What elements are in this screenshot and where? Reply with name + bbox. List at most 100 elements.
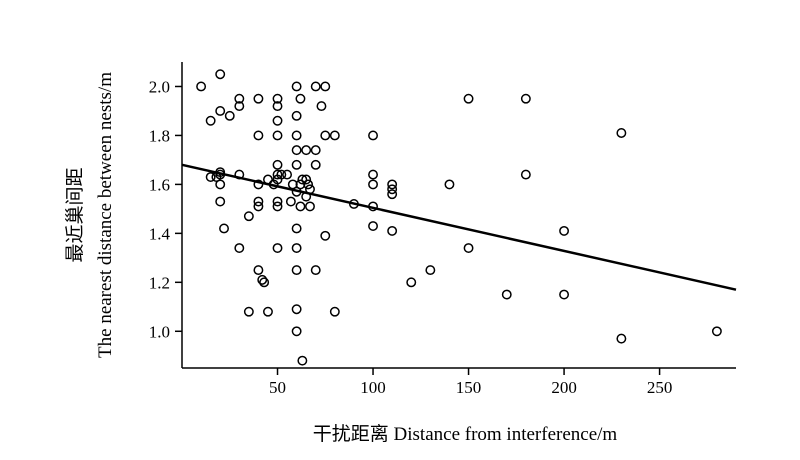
data-point [253, 93, 264, 104]
data-point [303, 179, 314, 190]
data-point [272, 159, 283, 170]
data-point [301, 174, 312, 185]
data-point [301, 145, 312, 156]
data-points [196, 69, 722, 366]
data-point [291, 326, 302, 337]
data-point [272, 101, 283, 112]
data-point [257, 274, 268, 285]
data-point [205, 115, 216, 126]
data-point [463, 93, 474, 104]
data-point [559, 225, 570, 236]
y-axis-label-group: 最近巢间距 The nearest distance between nests… [64, 72, 116, 358]
data-point [368, 130, 378, 141]
data-point [295, 201, 306, 212]
data-point [215, 106, 226, 116]
data-point [310, 145, 321, 156]
data-point [215, 196, 226, 207]
y-ticks: 1.0 1.2 1.4 1.6 1.8 2.0 [149, 77, 182, 341]
data-point [234, 93, 245, 104]
data-point [616, 333, 627, 344]
data-point [520, 93, 531, 104]
data-point [291, 130, 302, 141]
data-point [310, 81, 321, 92]
data-point [406, 277, 417, 288]
data-point [368, 169, 378, 180]
data-point [291, 304, 302, 315]
y-tick-label: 2.0 [149, 77, 170, 96]
data-point [387, 179, 398, 190]
data-point [329, 130, 340, 141]
trend-line [181, 163, 737, 291]
data-point [329, 306, 340, 317]
data-point [253, 130, 264, 141]
data-point [272, 130, 283, 141]
x-axis-label: 干扰距离 Distance from interference/m [313, 423, 618, 445]
data-point [253, 179, 264, 190]
data-point [463, 243, 474, 253]
y-axis-label-line1: 最近巢间距 [64, 167, 86, 262]
plot-area: 1.0 1.2 1.4 1.6 1.8 2.0 50 100 150 200 250 [149, 62, 737, 397]
y-tick-label: 1.0 [149, 322, 170, 341]
data-point [387, 184, 398, 195]
data-point [205, 172, 216, 183]
data-point [263, 306, 273, 317]
data-point [320, 230, 331, 241]
data-point [243, 306, 254, 317]
data-point [253, 196, 264, 207]
data-point [559, 289, 570, 300]
x-tick-label: 50 [269, 378, 286, 397]
data-point [387, 225, 398, 236]
data-point [320, 81, 331, 92]
data-point [291, 243, 302, 253]
y-axis-label-line2: The nearest distance between nests/m [95, 72, 116, 358]
data-point [219, 223, 229, 234]
x-tick-label: 150 [456, 378, 482, 397]
data-point [387, 189, 398, 200]
data-point [276, 169, 287, 180]
x-tick-label: 250 [647, 378, 673, 397]
data-point [282, 169, 293, 180]
data-point [272, 169, 283, 180]
data-point [295, 93, 306, 104]
data-point [291, 159, 302, 170]
data-point [224, 110, 235, 121]
y-tick-label: 1.4 [149, 224, 171, 243]
data-point [272, 115, 283, 126]
data-point [253, 265, 264, 276]
data-point [310, 159, 321, 170]
data-point [272, 243, 283, 253]
data-point [368, 179, 378, 190]
data-point [215, 69, 226, 80]
y-tick-label: 1.6 [149, 175, 170, 194]
y-tick-label: 1.8 [149, 126, 170, 145]
data-point [259, 277, 270, 288]
data-point [711, 326, 722, 337]
data-point [425, 265, 436, 276]
data-point [285, 196, 296, 207]
data-point [215, 179, 226, 190]
data-point [305, 201, 315, 212]
data-point [253, 201, 264, 212]
data-point [297, 174, 308, 185]
data-point [196, 81, 207, 92]
data-point [501, 289, 512, 300]
data-point [320, 130, 331, 141]
data-point [272, 201, 283, 212]
data-point [243, 211, 254, 222]
y-tick-label: 1.2 [149, 273, 170, 292]
data-point [234, 243, 245, 253]
data-point [297, 355, 308, 366]
data-point [316, 101, 327, 112]
data-point [520, 169, 531, 180]
data-point [291, 145, 302, 156]
data-point [310, 265, 321, 276]
data-point [272, 196, 283, 207]
data-point [291, 265, 302, 276]
data-point [291, 81, 302, 92]
data-point [291, 223, 302, 234]
data-point [272, 93, 283, 104]
data-point [616, 128, 627, 138]
x-tick-label: 200 [551, 378, 577, 397]
data-point [234, 101, 245, 112]
